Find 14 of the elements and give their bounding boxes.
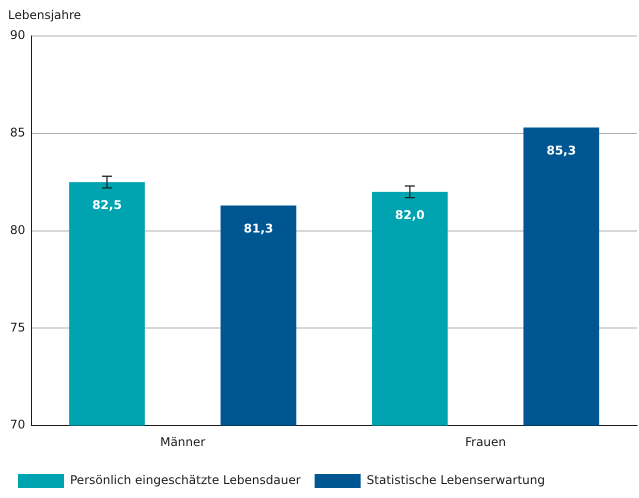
y-tick-label: 85 bbox=[10, 126, 26, 140]
data-label: 81,3 bbox=[244, 222, 274, 236]
y-tick-label: 70 bbox=[10, 418, 26, 432]
x-tick-label: Männer bbox=[160, 434, 206, 449]
x-tick-label: Frauen bbox=[465, 434, 506, 449]
legend-label: Persönlich eingeschätzte Lebensdauer bbox=[70, 473, 301, 488]
y-tick-label: 80 bbox=[10, 222, 26, 237]
y-tick-label: 75 bbox=[10, 320, 26, 334]
data-label: 82,0 bbox=[395, 208, 425, 222]
y-tick-label: 90 bbox=[10, 28, 26, 42]
data-label: 85,3 bbox=[546, 144, 576, 158]
legend-label: Statistische Lebenserwartung bbox=[366, 473, 545, 488]
y-axis-title: Lebensjahre bbox=[8, 8, 82, 22]
data-label: 82,5 bbox=[92, 198, 122, 212]
